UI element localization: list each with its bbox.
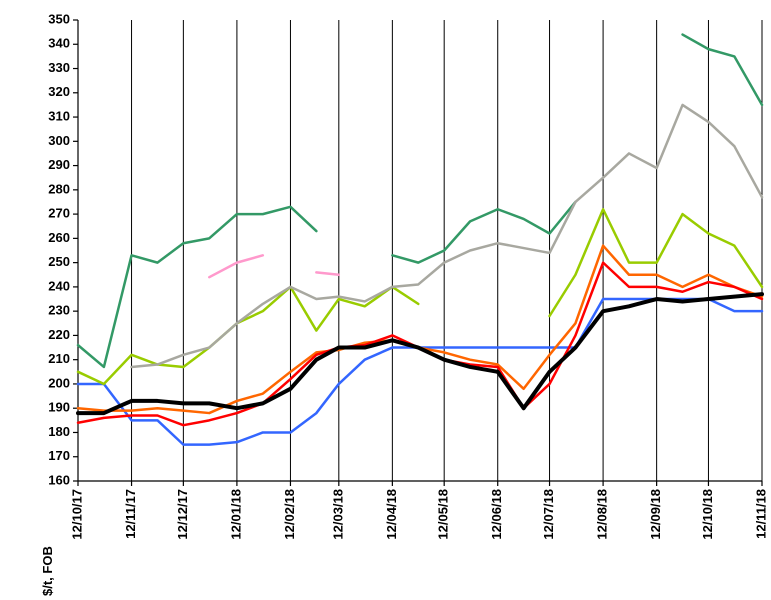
y-tick-label: 190 <box>48 400 70 415</box>
y-tick-label: 290 <box>48 157 70 172</box>
x-tick-label: 12/10/18 <box>700 489 715 540</box>
x-tick-label: 12/02/18 <box>282 489 297 540</box>
x-tick-label: 12/08/18 <box>595 489 610 540</box>
y-tick-label: 330 <box>48 60 70 75</box>
series-line <box>130 103 764 369</box>
y-tick-label: 180 <box>48 424 70 439</box>
series-line <box>391 200 577 264</box>
y-tick-label: 350 <box>48 11 70 26</box>
y-tick-label: 200 <box>48 375 70 390</box>
series-line <box>208 254 265 279</box>
y-tick-label: 280 <box>48 181 70 196</box>
y-tick-label: 230 <box>48 303 70 318</box>
y-tick-label: 340 <box>48 36 70 51</box>
y-tick-label: 240 <box>48 278 70 293</box>
y-tick-label: 270 <box>48 206 70 221</box>
x-tick-label: 12/03/18 <box>330 489 345 540</box>
x-tick-label: 12/01/18 <box>228 489 243 540</box>
y-tick-label: 250 <box>48 254 70 269</box>
y-tick-label: 210 <box>48 351 70 366</box>
x-tick-label: 12/05/18 <box>436 489 451 540</box>
series-line <box>76 244 764 415</box>
y-tick-label: 300 <box>48 133 70 148</box>
y-tick-label: 220 <box>48 327 70 342</box>
series-line <box>315 271 341 277</box>
y-tick-label: 170 <box>48 448 70 463</box>
series-line <box>681 33 764 107</box>
x-tick-label: 12/11/17 <box>123 489 138 539</box>
series-line <box>76 297 764 446</box>
x-tick-label: 12/06/18 <box>489 489 504 540</box>
y-axis-label: $/t, FOB <box>40 546 55 596</box>
series-line <box>76 205 318 369</box>
x-tick-label: 12/04/18 <box>384 489 399 540</box>
y-tick-label: 310 <box>48 108 70 123</box>
x-tick-label: 12/07/18 <box>541 489 556 540</box>
series-line <box>76 292 764 416</box>
x-tick-label: 12/10/17 <box>69 489 84 540</box>
x-tick-label: 12/11/18 <box>753 489 768 539</box>
y-tick-label: 160 <box>48 472 70 487</box>
y-tick-label: 260 <box>48 230 70 245</box>
y-tick-label: 320 <box>48 84 70 99</box>
series-line <box>76 261 764 427</box>
x-tick-label: 12/12/17 <box>175 489 190 540</box>
series-line <box>548 208 764 318</box>
x-tick-label: 12/09/18 <box>648 489 663 540</box>
series-line <box>76 285 420 386</box>
